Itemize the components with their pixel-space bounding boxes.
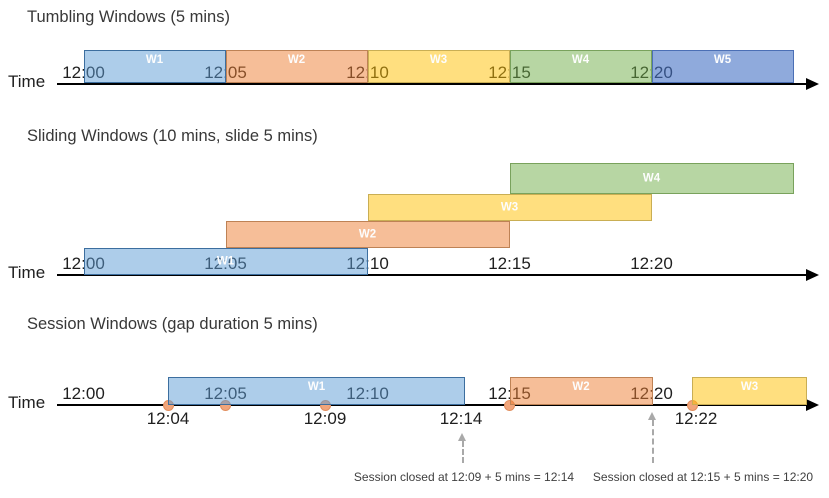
window-label: W2 (287, 54, 306, 66)
axis-arrowhead-icon (806, 78, 819, 90)
window-box-session-w3: W3 (692, 377, 807, 405)
axis-arrowhead-icon (806, 269, 819, 281)
window-label: W3 (429, 54, 448, 66)
window-box-tumbling-w1: W1 (83, 50, 226, 83)
window-label: W1 (216, 255, 235, 267)
timeline-axis (57, 274, 806, 276)
section-title-sliding: Sliding Windows (10 mins, slide 5 mins) (27, 127, 318, 145)
time-axis-label: Time (8, 263, 46, 282)
window-label: W3 (500, 201, 519, 213)
window-label: W4 (571, 54, 590, 66)
window-box-tumbling-w2: W2 (225, 50, 368, 83)
window-label: W5 (713, 54, 732, 66)
window-box-sliding-w2: W2 (225, 221, 510, 248)
window-label: W3 (740, 381, 759, 393)
window-label: W2 (358, 228, 377, 240)
window-label: W2 (572, 381, 590, 393)
callout-arrow-icon (458, 433, 466, 441)
window-label: W1 (307, 381, 326, 393)
annotation-text: Session closed at 12:09 + 5 mins = 12:14 (353, 470, 575, 484)
event-time-label: 12:14 (439, 409, 483, 428)
window-label: W4 (642, 172, 661, 184)
event-time-label: 12:09 (303, 409, 347, 428)
tick-label: 12:00 (62, 384, 105, 403)
callout-arrow-icon (648, 412, 656, 420)
section-title-session: Session Windows (gap duration 5 mins) (27, 315, 318, 333)
window-box-sliding-w4: W4 (509, 163, 794, 194)
tick-label: 12:20 (630, 254, 673, 273)
window-box-tumbling-w4: W4 (509, 50, 652, 83)
window-box-sliding-w1: W1 (83, 248, 368, 275)
event-time-label: 12:22 (674, 409, 718, 428)
callout-arrow-line (462, 441, 464, 463)
timeline-axis (57, 83, 806, 85)
time-axis-label: Time (8, 393, 46, 412)
window-box-tumbling-w3: W3 (367, 50, 510, 83)
callout-arrow-line (652, 420, 654, 463)
timeline-axis (57, 404, 806, 406)
window-box-sliding-w3: W3 (367, 194, 652, 221)
window-box-session-w1: W1 (168, 377, 465, 405)
axis-arrowhead-icon (806, 399, 819, 411)
tick-label: 12:15 (488, 254, 531, 273)
window-label: W1 (145, 54, 164, 66)
annotation-text: Session closed at 12:15 + 5 mins = 12:20 (592, 470, 814, 484)
window-box-session-w2: W2 (509, 377, 653, 405)
time-axis-label: Time (8, 72, 46, 91)
section-title-tumbling: Tumbling Windows (5 mins) (27, 8, 230, 26)
event-time-label: 12:04 (146, 409, 190, 428)
window-box-tumbling-w5: W5 (651, 50, 794, 83)
